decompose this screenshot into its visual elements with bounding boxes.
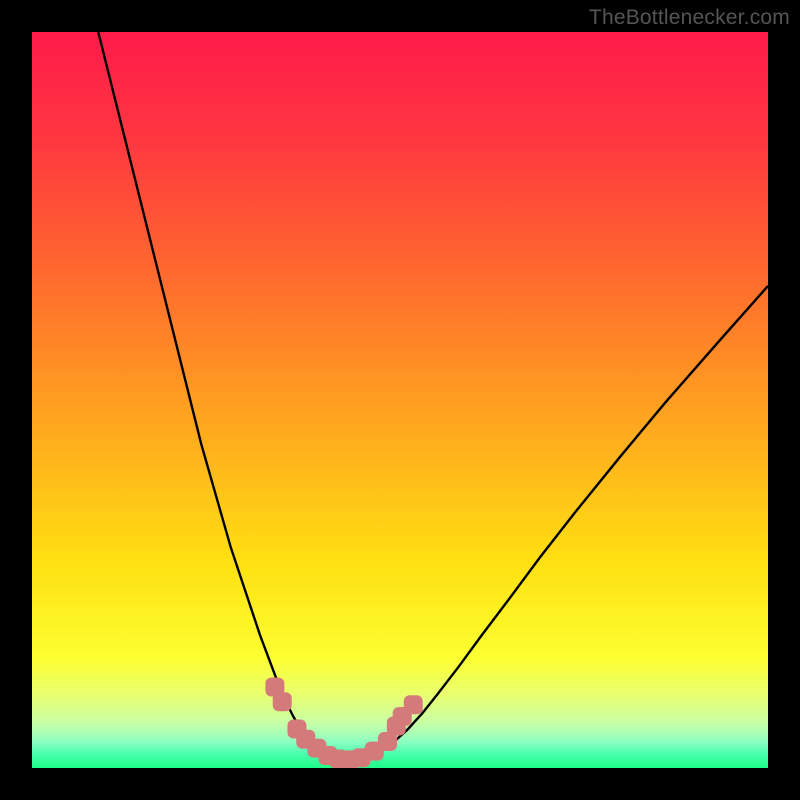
marker-point — [329, 750, 348, 768]
marker-point — [318, 746, 337, 765]
marker-point — [307, 739, 326, 758]
curve-layer — [32, 32, 768, 768]
marker-point — [287, 719, 306, 738]
left-branch — [98, 32, 348, 761]
marker-point — [393, 707, 412, 726]
marker-point — [378, 732, 397, 751]
marker-point — [387, 717, 406, 736]
marker-point — [296, 730, 315, 749]
marker-point — [265, 678, 284, 697]
marker-point — [273, 692, 292, 711]
outer-frame: TheBottlenecker.com — [0, 0, 800, 800]
plot-area — [32, 32, 768, 768]
right-branch — [348, 286, 768, 761]
marker-group — [265, 678, 422, 768]
marker-point — [351, 748, 370, 767]
watermark-text: TheBottlenecker.com — [589, 6, 790, 30]
marker-point — [404, 695, 423, 714]
marker-point — [340, 750, 359, 768]
marker-point — [365, 742, 384, 761]
